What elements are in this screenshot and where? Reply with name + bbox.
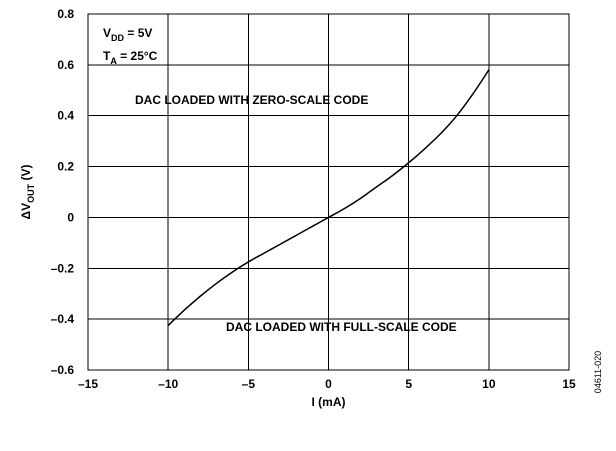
grid (87, 13, 570, 371)
y-axis-title-unit: (V) (19, 165, 33, 184)
y-axis-title: ΔVOUT (V) (19, 165, 36, 220)
condition-ta: TA = 25°C (103, 49, 158, 66)
y-tick-label: 0.6 (57, 58, 74, 72)
y-tick-labels: 0.8 0.6 0.4 0.2 0 –0.2 –0.4 –0.6 (51, 7, 75, 377)
y-tick-label: 0.2 (57, 160, 74, 174)
x-axis-title: I (mA) (312, 395, 346, 409)
y-axis-title-subscript: OUT (26, 183, 36, 203)
condition-ta-subscript: A (110, 56, 117, 66)
figure-id: 04611-020 (593, 351, 603, 393)
y-tick-label: 0 (67, 210, 74, 224)
condition-vdd-subscript: DD (111, 33, 124, 43)
x-tick-label: –15 (78, 377, 98, 391)
y-tick-label: –0.4 (51, 312, 75, 326)
y-tick-label: –0.6 (51, 363, 75, 377)
y-tick-label: 0.8 (57, 7, 74, 21)
condition-vdd-main: V (103, 26, 111, 40)
x-tick-labels: –15 –10 –5 0 5 10 15 (78, 377, 576, 391)
x-tick-label: 5 (405, 377, 412, 391)
annotation-zero-scale: DAC LOADED WITH ZERO-SCALE CODE (135, 93, 368, 107)
condition-ta-value: = 25°C (117, 49, 158, 63)
x-tick-label: –10 (158, 377, 178, 391)
y-tick-label: 0.4 (57, 109, 74, 123)
annotation-full-scale: DAC LOADED WITH FULL-SCALE CODE (226, 320, 457, 334)
x-tick-label: 15 (562, 377, 576, 391)
x-tick-label: 0 (325, 377, 332, 391)
x-tick-label: 10 (482, 377, 496, 391)
condition-vdd: VDD = 5V (103, 26, 152, 43)
condition-vdd-value: = 5V (124, 26, 152, 40)
y-tick-label: –0.2 (51, 261, 75, 275)
condition-ta-main: T (103, 49, 111, 63)
series-line (167, 69, 490, 327)
test-conditions: VDD = 5V TA = 25°C (103, 26, 158, 66)
x-tick-label: –5 (242, 377, 256, 391)
y-axis-title-main: ΔV (19, 203, 33, 220)
plot-frame (87, 13, 570, 371)
